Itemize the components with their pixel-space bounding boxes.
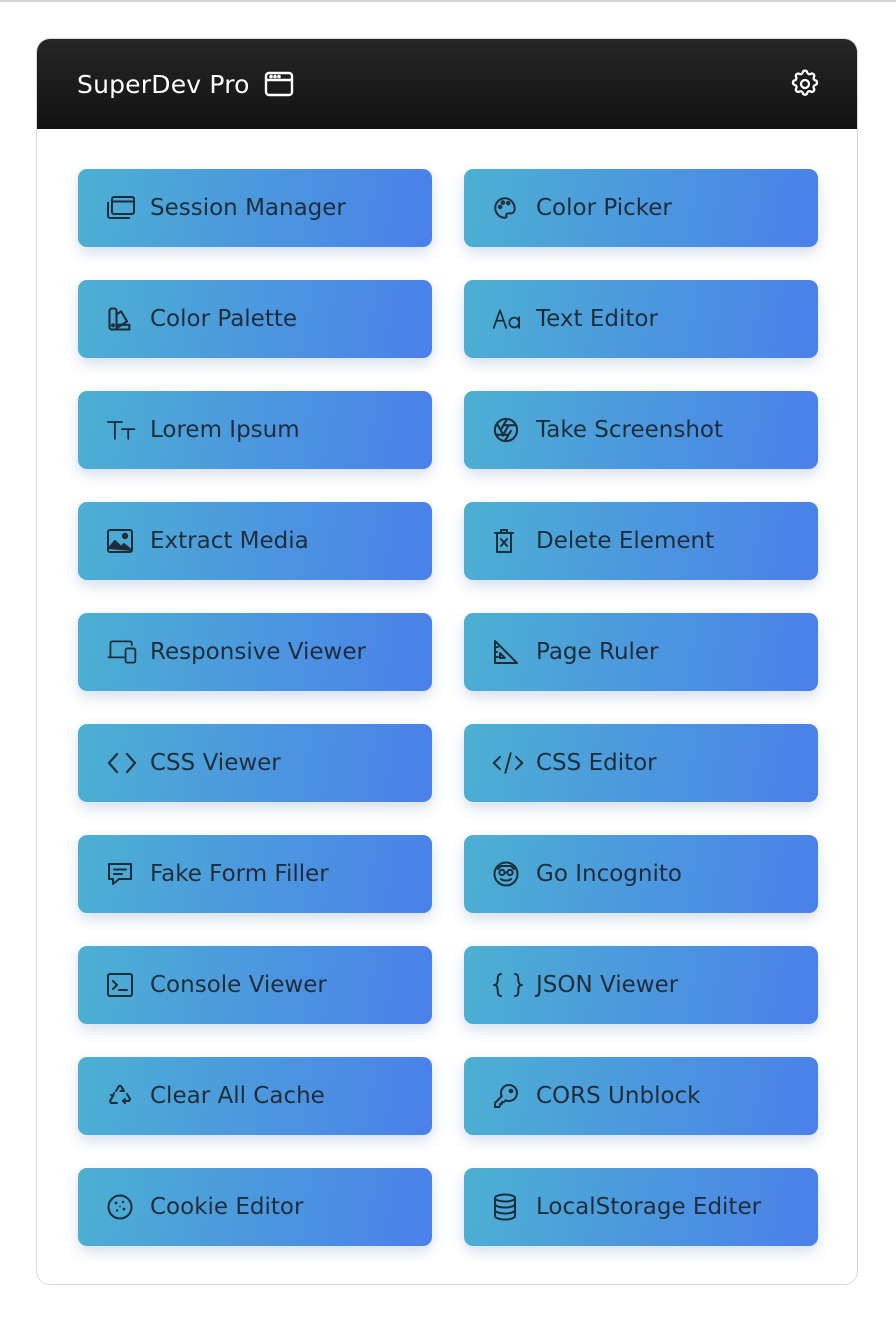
image-icon: [106, 525, 138, 557]
top-divider: [0, 0, 896, 2]
button-label: JSON Viewer: [536, 972, 679, 998]
button-label: Color Palette: [150, 306, 298, 332]
console-viewer-button[interactable]: Console Viewer: [78, 946, 432, 1024]
fake-form-filler-button[interactable]: Fake Form Filler: [78, 835, 432, 913]
button-label: Lorem Ipsum: [150, 417, 300, 443]
button-label: Fake Form Filler: [150, 861, 329, 887]
button-label: Text Editor: [536, 306, 658, 332]
button-label: CSS Editor: [536, 750, 657, 776]
lorem-ipsum-button[interactable]: Lorem Ipsum: [78, 391, 432, 469]
code-brackets-icon: [106, 747, 138, 779]
button-label: CSS Viewer: [150, 750, 281, 776]
aperture-icon: [492, 414, 524, 446]
color-picker-button[interactable]: Color Picker: [464, 169, 818, 247]
devices-icon: [106, 636, 138, 668]
take-screenshot-button[interactable]: Take Screenshot: [464, 391, 818, 469]
cookie-icon: [106, 1191, 138, 1223]
cors-unblock-button[interactable]: CORS Unblock: [464, 1057, 818, 1135]
app-title: SuperDev Pro: [77, 39, 294, 129]
localstorage-editor-button[interactable]: LocalStorage Editer: [464, 1168, 818, 1246]
button-label: Responsive Viewer: [150, 639, 366, 665]
button-label: Clear All Cache: [150, 1083, 325, 1109]
swatches-icon: [106, 303, 138, 335]
button-label: Delete Element: [536, 528, 715, 554]
session-manager-button[interactable]: Session Manager: [78, 169, 432, 247]
set-square-icon: [492, 636, 524, 668]
json-viewer-button[interactable]: JSON Viewer: [464, 946, 818, 1024]
terminal-icon: [106, 969, 138, 1001]
button-label: CORS Unblock: [536, 1083, 701, 1109]
palette-icon: [492, 192, 524, 224]
curly-braces-icon: [492, 969, 524, 1001]
page-ruler-button[interactable]: Page Ruler: [464, 613, 818, 691]
message-text-icon: [106, 858, 138, 890]
extension-popup: SuperDev Pro Session Manager: [36, 38, 858, 1285]
app-title-text: SuperDev Pro: [77, 69, 250, 99]
button-label: Go Incognito: [536, 861, 682, 887]
css-editor-button[interactable]: CSS Editor: [464, 724, 818, 802]
key-icon: [492, 1080, 524, 1112]
button-label: Page Ruler: [536, 639, 659, 665]
extract-media-button[interactable]: Extract Media: [78, 502, 432, 580]
gear-icon[interactable]: [789, 68, 821, 100]
recycle-icon: [106, 1080, 138, 1112]
button-label: Extract Media: [150, 528, 309, 554]
css-viewer-button[interactable]: CSS Viewer: [78, 724, 432, 802]
tools-grid: Session Manager Color Picker: [78, 169, 818, 1246]
go-incognito-button[interactable]: Go Incognito: [464, 835, 818, 913]
database-icon: [492, 1191, 524, 1223]
text-editor-button[interactable]: Text Editor: [464, 280, 818, 358]
code-slash-icon: [492, 747, 524, 779]
popup-header: SuperDev Pro: [37, 39, 857, 129]
incognito-mask-icon: [492, 858, 524, 890]
color-palette-button[interactable]: Color Palette: [78, 280, 432, 358]
windows-stack-icon: [106, 192, 138, 224]
delete-element-button[interactable]: Delete Element: [464, 502, 818, 580]
font-aa-icon: [492, 303, 524, 335]
button-label: Cookie Editor: [150, 1194, 304, 1220]
browser-window-icon: [264, 71, 293, 97]
responsive-viewer-button[interactable]: Responsive Viewer: [78, 613, 432, 691]
text-size-icon: [106, 414, 138, 446]
button-label: Console Viewer: [150, 972, 327, 998]
trash-x-icon: [492, 525, 524, 557]
button-label: Color Picker: [536, 195, 672, 221]
cookie-editor-button[interactable]: Cookie Editor: [78, 1168, 432, 1246]
button-label: Take Screenshot: [536, 417, 724, 443]
button-label: LocalStorage Editer: [536, 1194, 762, 1220]
button-label: Session Manager: [150, 195, 346, 221]
clear-all-cache-button[interactable]: Clear All Cache: [78, 1057, 432, 1135]
